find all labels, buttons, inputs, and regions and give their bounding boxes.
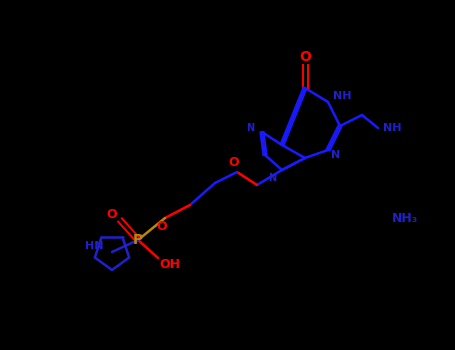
Text: O: O (299, 50, 311, 64)
Text: N: N (331, 150, 341, 160)
Text: O: O (157, 219, 167, 232)
Text: O: O (229, 155, 239, 168)
Text: P: P (133, 233, 143, 247)
Text: NH: NH (383, 123, 401, 133)
Text: NH: NH (333, 91, 351, 101)
Text: NH₃: NH₃ (392, 211, 418, 224)
Text: N: N (246, 123, 254, 133)
Text: N: N (268, 173, 276, 183)
Text: OH: OH (160, 258, 181, 271)
Text: O: O (106, 208, 117, 220)
Text: HN: HN (85, 241, 103, 251)
